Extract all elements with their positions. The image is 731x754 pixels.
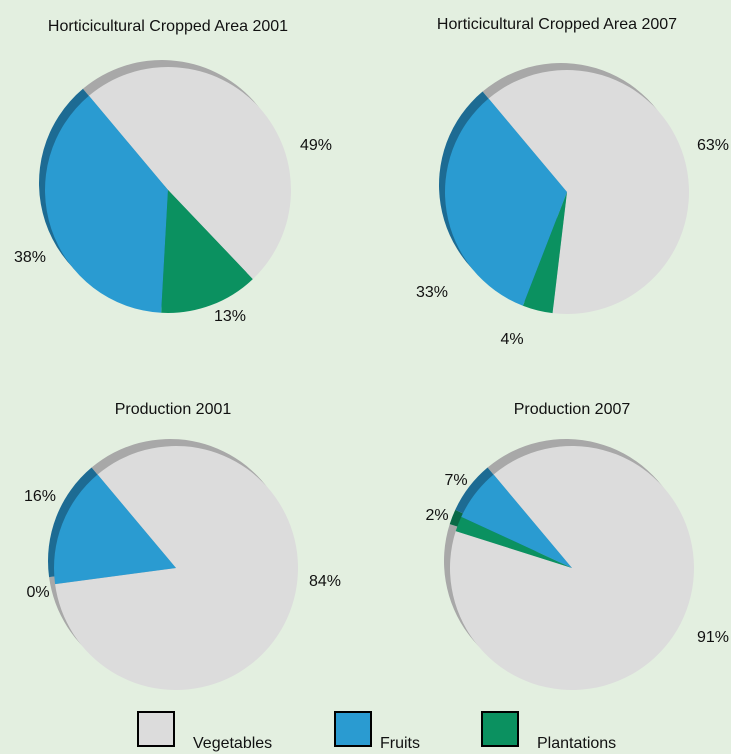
pie-slice (44, 95, 168, 313)
pie-slice (488, 69, 689, 314)
slice-label: 16% (24, 488, 56, 505)
slice-label: 0% (26, 584, 49, 601)
pie-slice (522, 192, 567, 314)
slice-label: 91% (697, 629, 729, 646)
slice-label: 7% (444, 472, 467, 489)
legend-swatch (481, 711, 519, 747)
slice-label: 33% (416, 284, 448, 301)
pie-title: Horticicultural Cropped Area 2001 (48, 18, 288, 35)
pie-slice (455, 516, 572, 568)
pie-title: Horticicultural Cropped Area 2007 (437, 16, 677, 33)
slice-label: 84% (309, 573, 341, 590)
pie-slice (54, 474, 176, 585)
slice-label: 38% (14, 249, 46, 266)
pie-title: Production 2001 (115, 401, 232, 418)
slice-label: 63% (697, 137, 729, 154)
slice-label: 2% (425, 507, 448, 524)
pie-title: Production 2007 (514, 401, 631, 418)
slice-label: 49% (300, 137, 332, 154)
pie-slice (461, 474, 572, 568)
pie-slice (55, 445, 299, 690)
legend-swatch (137, 711, 175, 747)
legend-label: Vegetables (193, 735, 272, 752)
slice-label: 4% (500, 331, 523, 348)
slice-label: 13% (214, 308, 246, 325)
pie-slice (449, 445, 695, 690)
legend-swatch (334, 711, 372, 747)
legend-label: Fruits (380, 735, 420, 752)
legend-label: Plantations (537, 735, 616, 752)
pie-slice (88, 67, 291, 280)
pie-slice (161, 190, 253, 314)
pie-slice (445, 98, 567, 306)
